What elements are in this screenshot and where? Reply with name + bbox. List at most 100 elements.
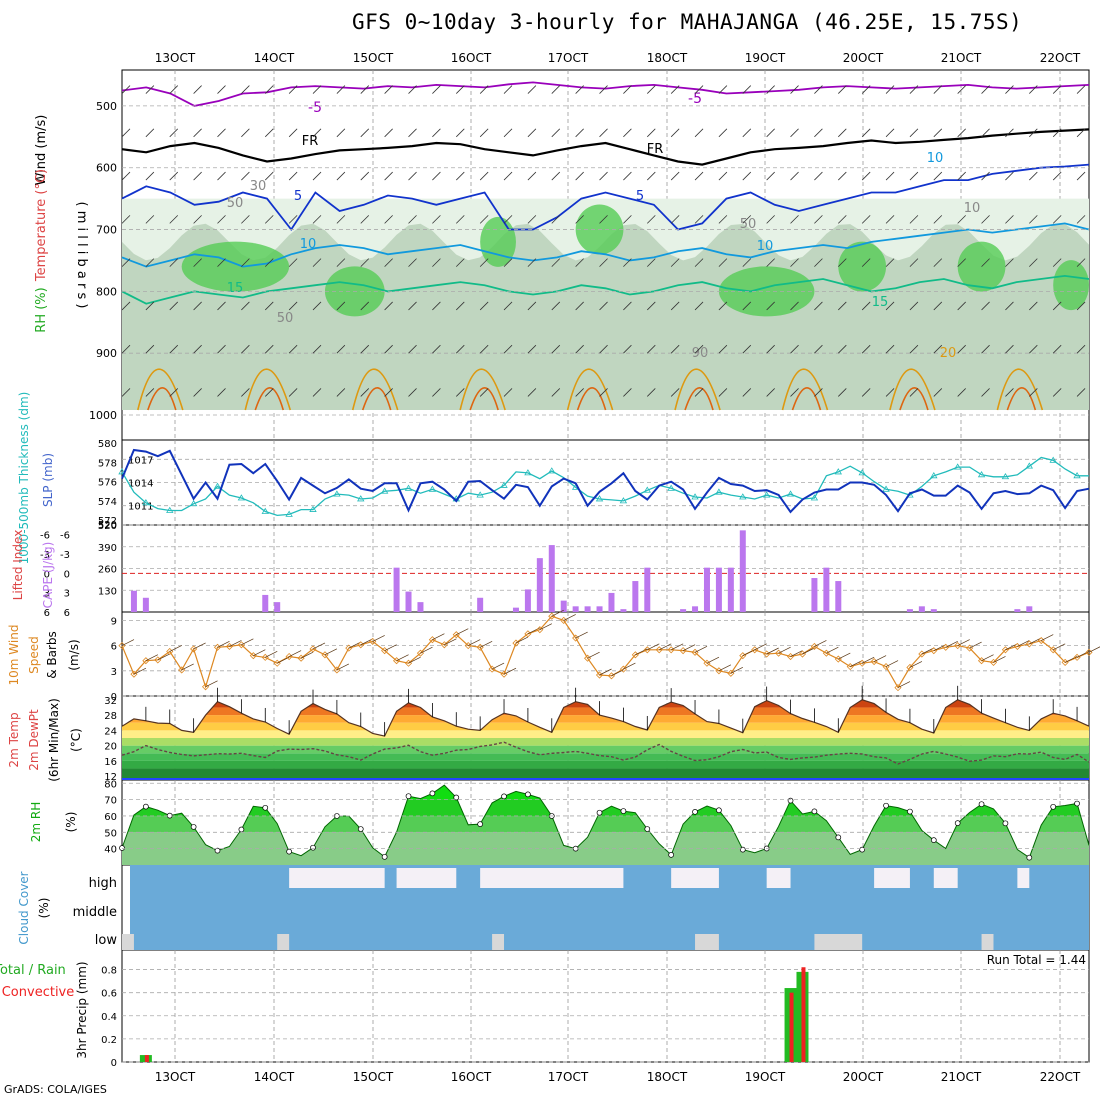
thickness-tick: 572 xyxy=(98,516,117,527)
wind-barb xyxy=(1052,85,1062,94)
thickness-marker xyxy=(882,485,890,492)
wind-barb xyxy=(288,171,298,181)
wind-barb xyxy=(1052,215,1062,224)
cape-tick: 520 xyxy=(98,521,117,532)
rh-marker xyxy=(930,837,937,844)
wind-barb xyxy=(360,258,370,267)
wind-barb xyxy=(336,344,346,354)
wind-barb xyxy=(312,344,322,354)
wind-barb xyxy=(360,171,370,181)
wind-barb xyxy=(885,388,895,397)
wind-barb xyxy=(145,215,155,224)
cloud-level-middle: middle xyxy=(73,905,117,920)
wind-barb xyxy=(217,301,226,311)
thickness-marker xyxy=(667,484,675,491)
rh-marker xyxy=(954,820,961,827)
wind-barb xyxy=(264,388,274,397)
wind-barb xyxy=(790,344,799,354)
wind-barb xyxy=(527,128,537,138)
wind-barb xyxy=(957,171,966,181)
thickness-marker xyxy=(977,471,986,478)
thickness-marker xyxy=(548,467,556,474)
wind-barb-10m xyxy=(336,663,350,671)
wind-barb xyxy=(217,171,226,181)
wind-barb xyxy=(981,128,990,138)
wind-barb xyxy=(288,344,298,354)
slp-tick: 1011 xyxy=(128,502,153,513)
wind-barb xyxy=(957,128,966,138)
wind-barb xyxy=(814,258,823,267)
wind-barb xyxy=(169,128,179,138)
wind-barb-10m xyxy=(1017,640,1030,647)
wind-barb xyxy=(527,171,537,181)
contour-label: -5 xyxy=(308,100,322,116)
wind-barb xyxy=(241,215,250,224)
upper-label-temp: Temperature (°C) xyxy=(34,169,49,282)
date-label-bottom: 16OCT xyxy=(451,1070,492,1084)
pressure-tick: 1000 xyxy=(89,409,117,422)
wind-barb xyxy=(288,215,298,224)
wind-barb xyxy=(599,171,608,181)
wind-barb xyxy=(814,215,823,224)
wind-barb xyxy=(670,344,680,354)
wind-barb xyxy=(1005,388,1014,397)
wind-barb xyxy=(647,388,656,397)
rh-marker xyxy=(501,793,507,800)
cape-label: CAPE (J/kg) xyxy=(41,542,55,609)
thickness-marker xyxy=(834,468,843,475)
wind-barb-10m xyxy=(277,656,290,664)
wind-barb-10m xyxy=(826,646,839,654)
wind-barb xyxy=(455,258,465,267)
wind-barb xyxy=(981,215,990,224)
wind-barb xyxy=(957,215,966,224)
wind-barb xyxy=(169,85,179,94)
wind-barb xyxy=(623,215,632,224)
wind-barb xyxy=(312,258,322,267)
isotherm-10 xyxy=(121,222,1090,268)
pressure-tick: 700 xyxy=(96,224,117,237)
cloud-high-gap xyxy=(480,868,624,888)
temp-bands xyxy=(122,699,1089,780)
rh-marker xyxy=(286,848,292,855)
wind-barb-10m xyxy=(1005,643,1018,651)
wind-barb xyxy=(241,344,250,354)
rh-marker xyxy=(1074,800,1080,807)
wind-barb xyxy=(241,171,250,181)
wind-tick: 0 xyxy=(111,692,117,703)
wind-barb xyxy=(647,301,656,311)
wind-barb-10m xyxy=(790,650,803,657)
date-label-top: 21OCT xyxy=(941,51,982,65)
wind-barb-10m xyxy=(659,643,672,651)
cape-bar xyxy=(680,609,687,612)
wind-barb xyxy=(981,388,990,397)
wind-barb xyxy=(575,301,584,311)
wind-barb xyxy=(193,128,202,138)
wind-barb xyxy=(121,344,131,354)
cape-tick-top: 520 xyxy=(98,520,117,531)
wind-barb xyxy=(217,258,226,267)
wind-barb-10m xyxy=(384,644,397,651)
wind-barb xyxy=(121,301,131,311)
wind-barb xyxy=(790,258,799,267)
wind-barb xyxy=(145,128,155,138)
wind-barb xyxy=(933,258,943,267)
wind-barb xyxy=(1076,128,1086,138)
isotherm-5 xyxy=(121,163,1090,232)
wind-barb xyxy=(599,128,608,138)
wind-barb xyxy=(264,85,274,94)
temp-line xyxy=(121,699,1090,737)
wind-barb-10m xyxy=(873,655,887,662)
contour-label: 30 xyxy=(250,179,267,194)
cloud-label: Cloud Cover xyxy=(17,871,31,944)
contour-label: 10 xyxy=(927,151,944,166)
thickness-marker xyxy=(1001,472,1010,480)
wind-barb xyxy=(575,258,584,267)
cape-bar xyxy=(548,545,555,612)
wind-barb xyxy=(1029,85,1038,94)
wind-barb-10m xyxy=(862,656,875,664)
li-tick: -6 xyxy=(40,531,50,542)
wind-barb xyxy=(432,171,441,181)
cloud-high-gap xyxy=(874,868,910,888)
wind-barb xyxy=(336,388,346,397)
upper-label-rh: RH (%) xyxy=(34,287,49,332)
